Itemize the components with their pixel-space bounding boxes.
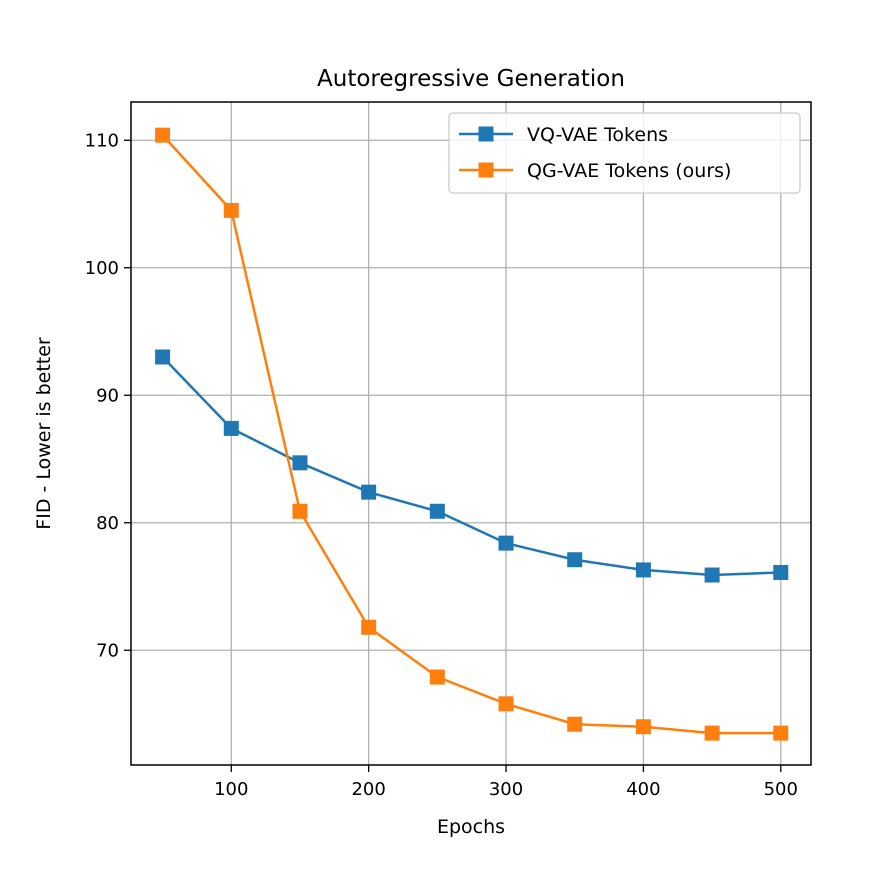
y-tick-label: 80 bbox=[96, 513, 119, 534]
data-point-marker bbox=[635, 562, 651, 578]
data-point-marker bbox=[361, 484, 377, 500]
series-line-1 bbox=[161, 134, 781, 735]
data-point-marker bbox=[223, 202, 239, 218]
data-point-marker bbox=[292, 503, 308, 519]
legend-entry-label: VQ-VAE Tokens bbox=[527, 124, 668, 146]
y-tick-label: 70 bbox=[96, 640, 119, 661]
plot-area-frame bbox=[130, 101, 812, 766]
data-point-marker bbox=[429, 503, 445, 519]
series-markers bbox=[155, 127, 789, 741]
data-point-marker bbox=[155, 349, 171, 365]
x-tick-label: 500 bbox=[764, 779, 798, 800]
data-point-marker bbox=[704, 725, 720, 741]
y-tick-label: 100 bbox=[85, 258, 119, 279]
data-point-marker bbox=[773, 564, 789, 580]
x-tick-label: 300 bbox=[489, 779, 523, 800]
data-point-marker bbox=[292, 455, 308, 471]
x-tick-label: 200 bbox=[351, 779, 385, 800]
x-tick-label: 400 bbox=[626, 779, 660, 800]
data-point-marker bbox=[567, 716, 583, 732]
data-point-marker bbox=[704, 567, 720, 583]
chart-title: Autoregressive Generation bbox=[317, 66, 625, 92]
data-point-marker bbox=[429, 669, 445, 685]
y-tick-label: 110 bbox=[85, 130, 119, 151]
x-axis-ticks: 100 200 300 400 500 bbox=[214, 765, 798, 800]
data-point-marker bbox=[773, 725, 789, 741]
x-tick-label: 100 bbox=[214, 779, 248, 800]
y-axis-ticks: 70 80 90 100 110 bbox=[85, 130, 131, 661]
data-point-marker bbox=[361, 619, 377, 635]
data-point-marker bbox=[498, 696, 514, 712]
y-axis-label: FID - Lower is better bbox=[33, 337, 55, 530]
legend-entry-label: QG-VAE Tokens (ours) bbox=[527, 160, 731, 182]
legend-box bbox=[448, 112, 801, 194]
data-point-marker bbox=[567, 552, 583, 568]
y-tick-label: 90 bbox=[96, 385, 119, 406]
data-point-marker bbox=[498, 535, 514, 551]
legend-swatch-marker bbox=[478, 162, 494, 178]
data-point-marker bbox=[223, 420, 239, 436]
legend: VQ-VAE Tokens QG-VAE Tokens (ours) bbox=[448, 112, 801, 194]
data-point-marker bbox=[635, 719, 651, 735]
series-lines bbox=[161, 134, 781, 735]
data-point-marker bbox=[155, 127, 171, 143]
legend-swatch-marker bbox=[478, 126, 494, 142]
series-line-0 bbox=[161, 356, 781, 577]
x-axis-label: Epochs bbox=[437, 816, 505, 838]
